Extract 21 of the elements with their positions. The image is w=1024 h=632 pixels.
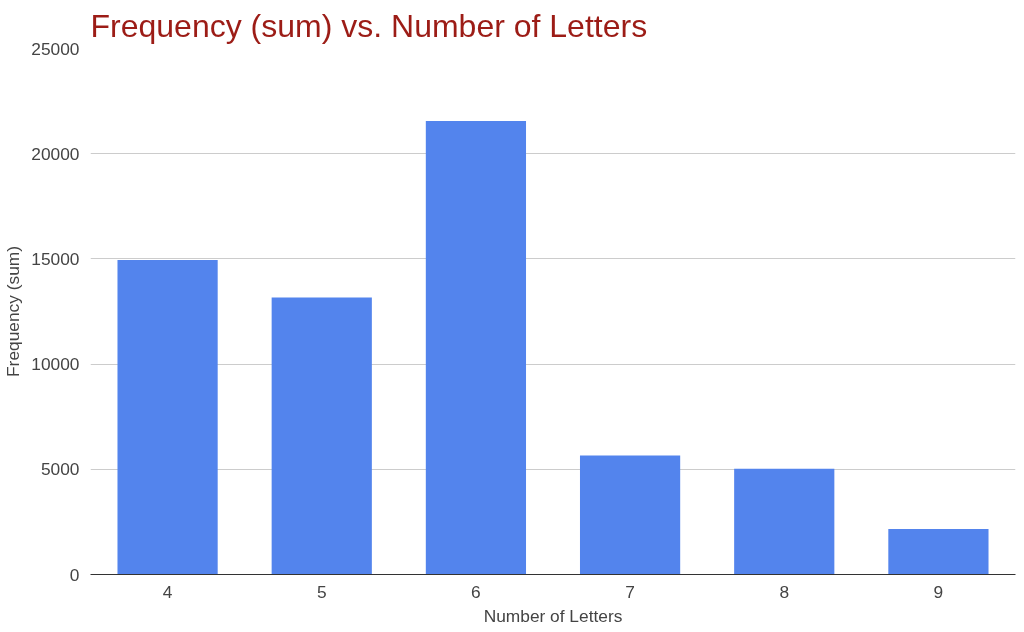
bar	[117, 259, 218, 575]
x-tick-label: 5	[316, 581, 327, 602]
y-axis-title: Frequency (sum)	[3, 246, 24, 377]
bar	[271, 297, 372, 575]
bar	[425, 120, 527, 575]
x-tick-label: 4	[162, 581, 173, 602]
x-tick-label: 8	[779, 581, 790, 602]
chart-title: Frequency (sum) vs. Number of Letters	[90, 7, 648, 44]
y-tick-label: 0	[69, 564, 80, 585]
y-tick-label: 25000	[31, 38, 80, 59]
y-tick-label: 5000	[40, 459, 80, 480]
bar	[888, 529, 989, 575]
x-tick-label: 6	[471, 581, 481, 602]
bar	[579, 455, 681, 575]
y-tick-label: 15000	[31, 248, 80, 269]
y-tick-label: 10000	[31, 354, 80, 375]
x-tick-label: 7	[625, 581, 635, 602]
y-tick-label: 20000	[31, 143, 80, 164]
bar	[734, 468, 835, 575]
x-axis-title: Number of Letters	[483, 605, 623, 626]
x-tick-label: 9	[933, 581, 944, 602]
